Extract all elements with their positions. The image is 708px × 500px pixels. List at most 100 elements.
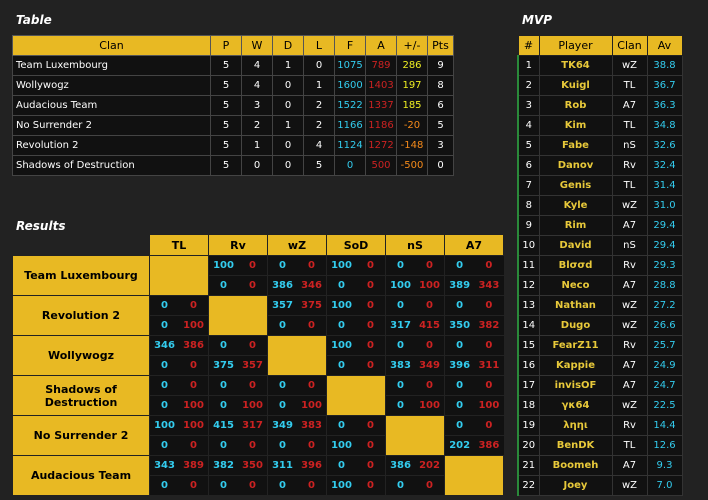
results-score: 0 — [238, 275, 268, 296]
results-score: 383 — [385, 355, 415, 376]
mvp-cell: 4 — [517, 115, 540, 136]
results-self-blank — [385, 415, 445, 456]
results-score: 0 — [326, 455, 356, 476]
results-score: 100 — [474, 395, 504, 416]
results-score: 349 — [415, 355, 445, 376]
standings-cell: 0 — [272, 135, 304, 156]
results-score: 357 — [267, 295, 297, 316]
standings-cell: 0 — [272, 75, 304, 96]
results-score: 415 — [208, 415, 238, 436]
standings-cell: 1 — [272, 55, 304, 76]
results-score: 357 — [238, 355, 268, 376]
standings-cell: 1 — [272, 115, 304, 136]
standings-cell: 286 — [396, 55, 428, 76]
results-score: 346 — [149, 335, 179, 356]
results-score: 0 — [149, 435, 179, 456]
standings-header-7: +/- — [396, 35, 428, 56]
results-score: 386 — [385, 455, 415, 476]
results-score: 0 — [179, 475, 209, 496]
standings-header-5: F — [334, 35, 366, 56]
results-score: 0 — [356, 335, 386, 356]
mvp-cell: A7 — [611, 275, 648, 296]
results-score: 100 — [326, 255, 356, 276]
standings-header-8: Pts — [427, 35, 454, 56]
results-self-blank — [208, 295, 268, 336]
results-score: 0 — [356, 355, 386, 376]
mvp-cell: 26.6 — [646, 315, 683, 336]
mvp-cell: 16 — [517, 355, 540, 376]
mvp-cell: 24.9 — [646, 355, 683, 376]
mvp-cell: γκ64 — [538, 395, 613, 416]
results-score: 0 — [385, 375, 415, 396]
mvp-cell: wZ — [611, 475, 648, 496]
results-score: 0 — [356, 315, 386, 336]
standings-cell: 0 — [303, 55, 335, 76]
mvp-cell: ληηι — [538, 415, 613, 436]
standings-cell: 5 — [303, 155, 335, 176]
results-score: 0 — [415, 295, 445, 316]
mvp-table: # Player Clan Av 1 TK64 wZ 38.8 2 Kuigl TL 36.7 3 Ro… — [517, 35, 683, 496]
standings-row: Shadows of Destruction 5 0 0 5 0 500 -500 0 — [12, 155, 454, 176]
results-score: 343 — [474, 275, 504, 296]
mvp-cell: Rv — [611, 415, 648, 436]
mvp-row: 22 Joey wZ 7.0 — [517, 475, 683, 496]
standings-cell: Revolution 2 — [12, 135, 211, 156]
standings-cell: 197 — [396, 75, 428, 96]
mvp-cell: 6 — [517, 155, 540, 176]
results-score: 0 — [297, 315, 327, 336]
results-score: 0 — [474, 335, 504, 356]
mvp-title: MVP — [522, 13, 553, 27]
mvp-cell: 7.0 — [646, 475, 683, 496]
mvp-cell: 10 — [517, 235, 540, 256]
mvp-row: 9 Rim A7 29.4 — [517, 215, 683, 236]
results-score: 0 — [149, 295, 179, 316]
results-score: 0 — [297, 375, 327, 396]
results-score: 396 — [297, 455, 327, 476]
standings-cell: 6 — [427, 95, 454, 116]
results-score: 0 — [326, 355, 356, 376]
results-row: 0 0 0 0 0 0 100 0 202 386 — [13, 435, 504, 456]
mvp-cell: 12 — [517, 275, 540, 296]
mvp-row: 17 invisOF A7 24.7 — [517, 375, 683, 396]
mvp-cell: 31.4 — [646, 175, 683, 196]
mvp-cell: A7 — [611, 355, 648, 376]
results-score: 0 — [326, 315, 356, 336]
standings-cell: 5 — [210, 135, 242, 156]
mvp-cell: 34.8 — [646, 115, 683, 136]
mvp-row: 14 Dugo wZ 26.6 — [517, 315, 683, 336]
results-score: 0 — [267, 435, 297, 456]
results-score: 0 — [208, 475, 238, 496]
results-score: 0 — [415, 375, 445, 396]
mvp-cell: 32.4 — [646, 155, 683, 176]
standings-cell: Wollywogz — [12, 75, 211, 96]
results-col-header: nS — [385, 234, 445, 256]
results-score: 317 — [385, 315, 415, 336]
mvp-cell: 24.7 — [646, 375, 683, 396]
mvp-row: 12 Neco A7 28.8 — [517, 275, 683, 296]
results-row: 0 100 0 0 0 0 317 415 350 382 — [13, 315, 504, 336]
standings-header-0: Clan — [12, 35, 211, 56]
standings-cell: 3 — [427, 135, 454, 156]
results-row: Revolution 2 0 0 357 375 100 0 0 0 0 0 — [12, 295, 504, 336]
mvp-cell: 14 — [517, 315, 540, 336]
results-self-blank — [326, 375, 386, 416]
mvp-cell: invisOF — [538, 375, 613, 396]
results-score: 0 — [474, 295, 504, 316]
mvp-cell: Rob — [538, 95, 613, 116]
results-score: 0 — [444, 255, 475, 276]
mvp-cell: nS — [611, 235, 648, 256]
results-score: 100 — [326, 475, 356, 496]
standings-header-3: D — [272, 35, 304, 56]
standings-cell: 1124 — [334, 135, 366, 156]
results-row-header: Revolution 2 — [12, 295, 150, 336]
results-score: 0 — [238, 375, 268, 396]
results-score: 0 — [474, 375, 504, 396]
mvp-cell: Rv — [611, 335, 648, 356]
mvp-cell: 15 — [517, 335, 540, 356]
results-row: 0 0 386 346 0 0 100 100 389 343 — [13, 275, 504, 296]
standings-row: Wollywogz 5 4 0 1 1600 1403 197 8 — [12, 75, 454, 96]
results-score: 0 — [415, 475, 445, 496]
results-score: 311 — [267, 455, 297, 476]
standings-header-1: P — [210, 35, 242, 56]
standings-cell: 1600 — [334, 75, 366, 96]
